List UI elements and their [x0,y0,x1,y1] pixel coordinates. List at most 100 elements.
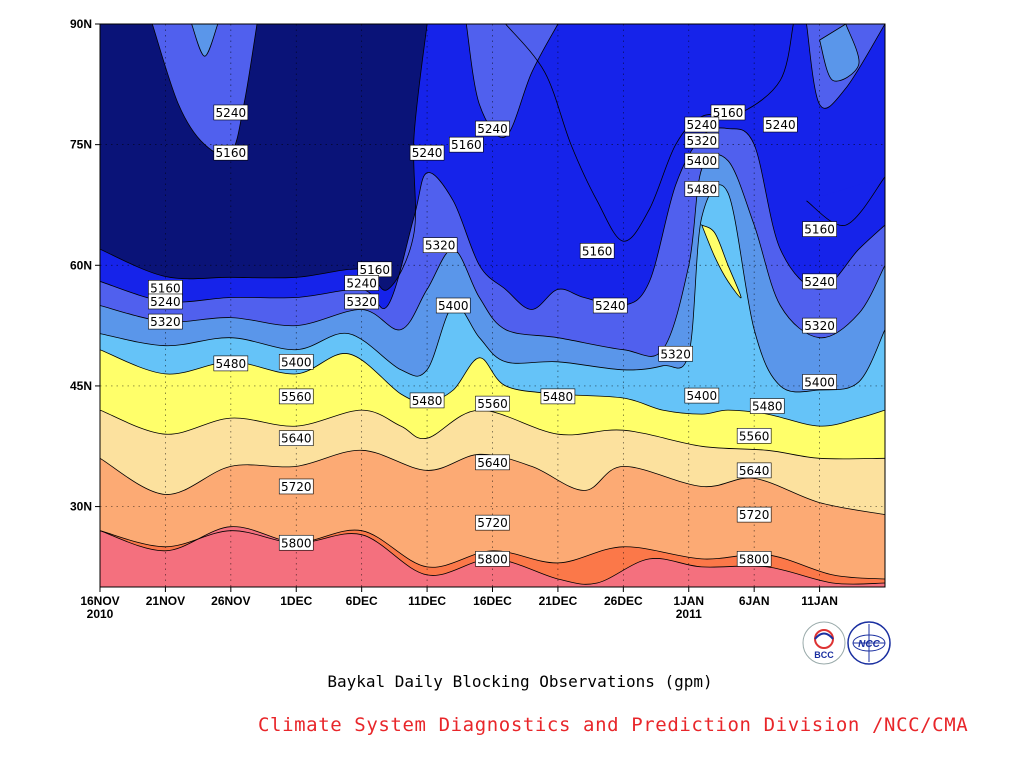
contour-label-text: 5480 [752,400,783,414]
contour-label-box [658,345,693,362]
y-tick-label: 30N [70,500,92,514]
contour-label-box [684,116,720,133]
contour-label-text: 5400 [687,389,718,403]
bcc-logo: BCC [801,620,847,666]
contour-label-text: 5240 [804,275,835,289]
contour-label-box [684,152,720,169]
contour-label-text: 5720 [477,516,508,530]
contour-label-text: 5480 [412,394,443,408]
contour-label: 5400 [684,387,720,404]
chart-caption: Baykal Daily Blocking Observations (gpm) [327,672,713,691]
contour-label-box [213,104,249,121]
contour-label: 5640 [475,454,510,471]
x-tick-label: 21DEC [539,594,578,608]
y-tick-label: 60N [70,258,92,272]
contour-label-text: 5480 [543,390,574,404]
x-tick-label: 11JAN [801,594,838,608]
contour-label-box [278,478,314,495]
band-fill-5160 [505,24,794,242]
contour-label-box [736,551,772,567]
contour-label-box [736,462,772,479]
contour-label-text: 5320 [150,315,181,329]
contour-label-box [344,275,379,291]
contour-label: 5560 [736,427,772,444]
contour-label: 5240 [684,116,720,133]
contour-label: 5240 [213,104,249,121]
x-tick-label: 11DEC [408,594,446,608]
contour-label-text: 5160 [582,244,613,258]
patch-fill-5320 [819,24,860,82]
contour-label-text: 5800 [739,552,770,566]
contour-label-text: 5640 [477,456,508,470]
contour-label-text: 5160 [713,106,744,120]
contour-label: 5160 [449,136,484,153]
contour-label-box [475,454,510,471]
contour-label-text: 5160 [359,263,390,277]
contour-label: 5480 [409,392,445,409]
contour-label: 5400 [802,374,837,390]
contour-label-box [684,387,720,404]
x-tick-label: 16DEC [473,594,512,608]
contour-label-box [278,388,314,405]
contour-label-box [213,144,249,161]
contour-label-text: 5480 [216,357,247,371]
credit-line: Climate System Diagnostics and Predictio… [258,714,969,736]
contour-label: 5320 [422,237,458,253]
contour-label-text: 5640 [739,464,770,478]
contour-label-box [802,374,837,390]
contour-label-box [802,221,837,237]
y-tick-label: 45N [70,379,92,393]
contour-label: 5800 [736,551,772,567]
contour-label: 5720 [736,506,772,523]
contour-line-5320 [100,154,885,357]
contour-label: 5480 [749,398,785,414]
contour-label: 5160 [213,144,249,161]
contour-label-text: 5320 [425,239,456,253]
y-tick-label: 75N [70,138,92,152]
contour-line-5560 [100,409,885,460]
contour-label-box [278,353,314,370]
contour-label-box [802,273,837,290]
contour-label-box [802,317,837,334]
x-tick-label: 6JAN [739,594,770,608]
contour-label-text: 5320 [660,347,691,361]
contour-label: 5560 [475,395,510,412]
contour-label: 5400 [684,152,720,169]
contour-label-box [409,392,445,409]
contour-label: 5160 [357,261,393,278]
patch-fill-5480 [701,225,742,298]
x-tick-label: 1DEC [280,594,312,608]
contour-label-text: 5240 [595,299,626,313]
contour-label-text: 5240 [687,118,718,132]
contour-label: 5400 [278,353,314,370]
contour-label: 5320 [684,132,720,149]
contour-label: 5320 [658,345,693,362]
contour-label: 5800 [475,551,510,567]
contour-label-box [684,132,720,149]
contour-label-box [213,355,249,372]
contour-label: 5640 [736,462,772,479]
contour-label-box [710,104,746,121]
patch-line-5480 [700,224,742,299]
contour-label-text: 5400 [687,154,718,168]
ncc-logo: NCC [846,620,892,666]
contour-label-text: 5240 [412,146,443,160]
patch-line-5240 [465,24,559,138]
x-tick-label: 26DEC [604,594,643,608]
patch-line-5240 [806,24,885,109]
contour-label: 5160 [710,104,746,121]
contour-label-text: 5480 [687,182,718,196]
x-tick-label: 16NOV [80,594,119,608]
contour-label: 5480 [684,181,720,197]
contour-label-text: 5160 [451,138,482,152]
band-fill-5800 [100,526,885,587]
contour-line-5160 [505,24,794,242]
contour-label: 5240 [409,144,445,161]
contour-label-text: 5720 [281,480,312,494]
x-tick-label: 1JAN [673,594,704,608]
contour-label-box [475,514,510,531]
contour-label-box [278,534,314,551]
contour-label-box [540,388,576,405]
contour-label-text: 5240 [150,295,181,309]
patch-line-5320 [819,24,860,82]
